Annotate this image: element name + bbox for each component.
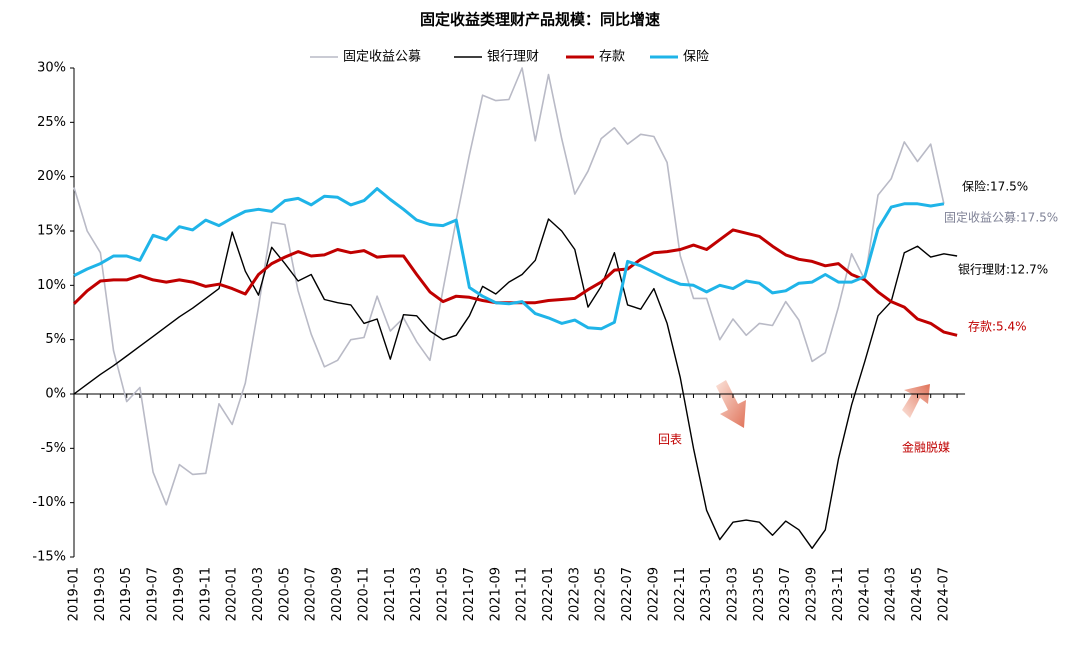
series-line <box>72 228 958 337</box>
annotation: 保险:17.5% <box>962 179 1028 194</box>
legend-label: 保险 <box>683 50 709 65</box>
y-tick-label: 25% <box>37 115 66 130</box>
x-tick-label: 2021-01 <box>383 567 398 621</box>
x-tick-label: 2023-07 <box>778 567 793 621</box>
y-tick-label: 30% <box>37 61 66 76</box>
x-tick-label: 2021-09 <box>488 567 503 621</box>
x-tick-label: 2024-05 <box>910 567 925 621</box>
x-tick-label: 2019-11 <box>198 567 213 621</box>
legend-label: 银行理财 <box>487 50 539 65</box>
x-tick-label: 2021-11 <box>515 567 530 621</box>
x-tick-label: 2019-07 <box>146 567 161 621</box>
x-tick-label: 2020-01 <box>225 567 240 621</box>
x-tick-label: 2019-09 <box>172 567 187 621</box>
y-tick-label: 15% <box>37 224 66 239</box>
chart-title: 固定收益类理财产品规模：同比增速 <box>420 11 660 29</box>
y-tick-label: -15% <box>32 550 66 565</box>
x-tick-label: 2020-03 <box>251 567 266 621</box>
annotation: 金融脱媒 <box>902 440 950 455</box>
x-tick-label: 2022-05 <box>594 567 609 621</box>
x-tick-label: 2022-07 <box>620 567 635 621</box>
x-tick-label: 2021-05 <box>436 567 451 621</box>
y-tick-label: -10% <box>32 495 66 510</box>
x-tick-label: 2021-03 <box>409 567 424 621</box>
series-line <box>73 218 958 549</box>
annotation: 回表 <box>658 433 682 447</box>
x-tick-label: 2020-11 <box>356 567 371 621</box>
annotation: 存款:5.4% <box>968 320 1027 334</box>
x-tick-label: 2023-11 <box>831 567 846 621</box>
x-tick-label: 2024-03 <box>884 567 899 621</box>
arrow <box>902 384 930 418</box>
y-tick-label: -5% <box>41 441 66 456</box>
legend-label: 固定收益公募 <box>343 50 421 65</box>
x-tick-label: 2019-01 <box>67 567 82 621</box>
x-tick-label: 2022-03 <box>567 567 582 621</box>
x-tick-label: 2023-09 <box>805 567 820 621</box>
x-tick-label: 2019-03 <box>93 567 108 621</box>
legend-label: 存款 <box>599 50 625 65</box>
y-tick-label: 0% <box>45 387 66 402</box>
x-tick-label: 2023-01 <box>699 567 714 621</box>
arrow <box>716 380 746 428</box>
x-tick-label: 2020-07 <box>304 567 319 621</box>
x-tick-label: 2022-01 <box>541 567 556 621</box>
x-tick-label: 2020-05 <box>277 567 292 621</box>
annotation: 固定收益公募:17.5% <box>944 210 1058 225</box>
x-tick-label: 2022-09 <box>646 567 661 621</box>
series-line <box>73 67 945 506</box>
series-line <box>73 187 945 331</box>
annotation: 银行理财:12.7% <box>958 263 1048 277</box>
y-tick-label: 5% <box>45 332 66 347</box>
y-tick-label: 20% <box>37 169 66 184</box>
x-tick-label: 2024-01 <box>857 567 872 621</box>
y-tick-label: 10% <box>37 278 66 293</box>
x-tick-label: 2023-03 <box>726 567 741 621</box>
x-tick-label: 2020-09 <box>330 567 345 621</box>
x-tick-label: 2021-07 <box>462 567 477 621</box>
x-tick-label: 2019-05 <box>119 567 134 621</box>
x-tick-label: 2024-07 <box>936 567 951 621</box>
x-tick-label: 2022-11 <box>673 567 688 621</box>
x-tick-label: 2023-05 <box>752 567 767 621</box>
